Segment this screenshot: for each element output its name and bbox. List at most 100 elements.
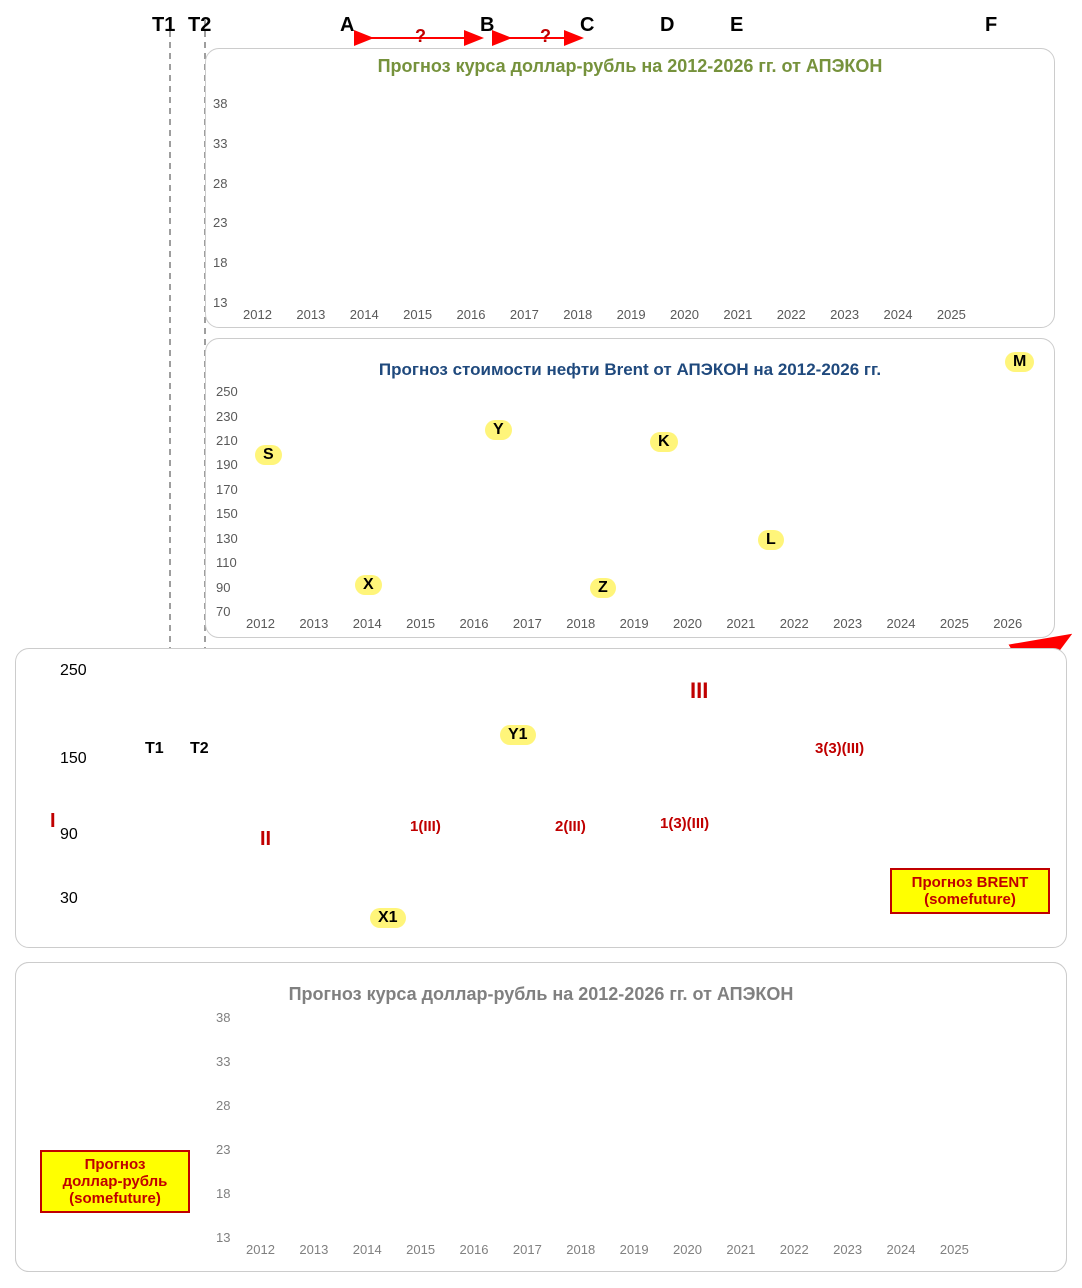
x-tick-label: 2025 <box>940 616 969 631</box>
y-tick-label: 150 <box>60 750 87 768</box>
point-badge: M <box>1005 352 1034 372</box>
y-tick-label: 30 <box>60 890 78 908</box>
x-tick-label: 2012 <box>246 1242 275 1257</box>
question-mark: ? <box>415 26 426 47</box>
y-tick-label: 170 <box>216 482 238 497</box>
x-tick-label: 2014 <box>350 307 379 322</box>
x-tick-label: 2015 <box>403 307 432 322</box>
y-tick-label: 28 <box>213 176 227 191</box>
chart-panel <box>205 338 1055 638</box>
point-badge: L <box>758 530 784 550</box>
x-tick-label: 2012 <box>243 307 272 322</box>
wave-label: 1(III) <box>410 818 441 835</box>
point-badge: X1 <box>370 908 406 928</box>
x-tick-label: 2022 <box>780 1242 809 1257</box>
y-tick-label: 13 <box>216 1230 230 1245</box>
x-tick-label: 2016 <box>460 616 489 631</box>
x-tick-label: 2013 <box>299 1242 328 1257</box>
x-tick-label: 2022 <box>780 616 809 631</box>
x-tick-label: 2026 <box>993 616 1022 631</box>
x-tick-label: 2024 <box>887 616 916 631</box>
x-tick-label: 2018 <box>566 1242 595 1257</box>
y-tick-label: 250 <box>216 384 238 399</box>
x-tick-label: 2014 <box>353 616 382 631</box>
x-tick-label: 2020 <box>670 307 699 322</box>
x-tick-label: 2013 <box>296 307 325 322</box>
x-tick-label: 2019 <box>620 616 649 631</box>
y-tick-label: 90 <box>216 580 230 595</box>
point-badge: X <box>355 575 382 595</box>
point-badge: Y1 <box>500 725 536 745</box>
x-tick-label: 2024 <box>884 307 913 322</box>
x-tick-label: 2016 <box>457 307 486 322</box>
x-tick-label: 2019 <box>620 1242 649 1257</box>
y-tick-label: 18 <box>216 1186 230 1201</box>
x-tick-label: 2014 <box>353 1242 382 1257</box>
point-badge: Z <box>590 578 616 598</box>
y-tick-label: 190 <box>216 457 238 472</box>
top-marker-letter: D <box>660 14 674 37</box>
top-marker-letter: C <box>580 14 594 37</box>
x-tick-label: 2021 <box>726 1242 755 1257</box>
wave-label: II <box>260 828 271 851</box>
top-marker-letter: T1 <box>152 14 175 37</box>
y-tick-label: 13 <box>213 295 227 310</box>
chart-title: Прогноз курса доллар-рубль на 2012-2026 … <box>15 984 1067 1005</box>
top-marker-letter: B <box>480 14 494 37</box>
x-tick-label: 2015 <box>406 1242 435 1257</box>
wave-label: T2 <box>190 740 209 758</box>
x-tick-label: 2020 <box>673 616 702 631</box>
x-tick-label: 2017 <box>513 1242 542 1257</box>
y-tick-label: 250 <box>60 662 87 680</box>
x-tick-label: 2019 <box>617 307 646 322</box>
legend-brent: Прогноз BRENT(somefuture) <box>890 868 1050 914</box>
wave-label: 3(3)(III) <box>815 740 864 757</box>
point-badge: S <box>255 445 282 465</box>
x-tick-label: 2012 <box>246 616 275 631</box>
point-badge: K <box>650 432 678 452</box>
y-tick-label: 70 <box>216 604 230 619</box>
x-tick-label: 2016 <box>460 1242 489 1257</box>
top-marker-letter: T2 <box>188 14 211 37</box>
x-tick-label: 2017 <box>510 307 539 322</box>
wave-label: 1(3)(III) <box>660 815 709 832</box>
question-mark: ? <box>540 26 551 47</box>
y-tick-label: 90 <box>60 826 78 844</box>
x-tick-label: 2022 <box>777 307 806 322</box>
point-badge: Y <box>485 420 512 440</box>
wave-label: T1 <box>145 740 164 758</box>
y-tick-label: 110 <box>216 555 237 570</box>
x-tick-label: 2025 <box>940 1242 969 1257</box>
x-tick-label: 2015 <box>406 616 435 631</box>
y-tick-label: 23 <box>213 215 227 230</box>
y-tick-label: 150 <box>216 506 238 521</box>
x-tick-label: 2017 <box>513 616 542 631</box>
y-tick-label: 130 <box>216 531 238 546</box>
wave-label: 2(III) <box>555 818 586 835</box>
y-tick-label: 33 <box>216 1054 230 1069</box>
legend-usdrub: Прогноздоллар-рубль(somefuture) <box>40 1150 190 1213</box>
y-tick-label: 28 <box>216 1098 230 1113</box>
chart-title: Прогноз курса доллар-рубль на 2012-2026 … <box>205 56 1055 77</box>
x-tick-label: 2020 <box>673 1242 702 1257</box>
x-tick-label: 2013 <box>299 616 328 631</box>
chart-title: Прогноз стоимости нефти Brent от АПЭКОН … <box>205 360 1055 380</box>
x-tick-label: 2018 <box>566 616 595 631</box>
top-marker-letter: E <box>730 14 743 37</box>
x-tick-label: 2018 <box>563 307 592 322</box>
y-tick-label: 18 <box>213 255 227 270</box>
x-tick-label: 2023 <box>833 1242 862 1257</box>
y-tick-label: 38 <box>216 1010 230 1025</box>
top-marker-letter: F <box>985 14 997 37</box>
y-tick-label: 230 <box>216 409 238 424</box>
x-tick-label: 2025 <box>937 307 966 322</box>
chart-panel <box>205 48 1055 328</box>
x-tick-label: 2023 <box>833 616 862 631</box>
x-tick-label: 2023 <box>830 307 859 322</box>
wave-label: I <box>50 810 56 833</box>
x-tick-label: 2021 <box>723 307 752 322</box>
y-tick-label: 23 <box>216 1142 230 1157</box>
y-tick-label: 33 <box>213 136 227 151</box>
top-marker-letter: A <box>340 14 354 37</box>
chart-panel <box>15 962 1067 1272</box>
